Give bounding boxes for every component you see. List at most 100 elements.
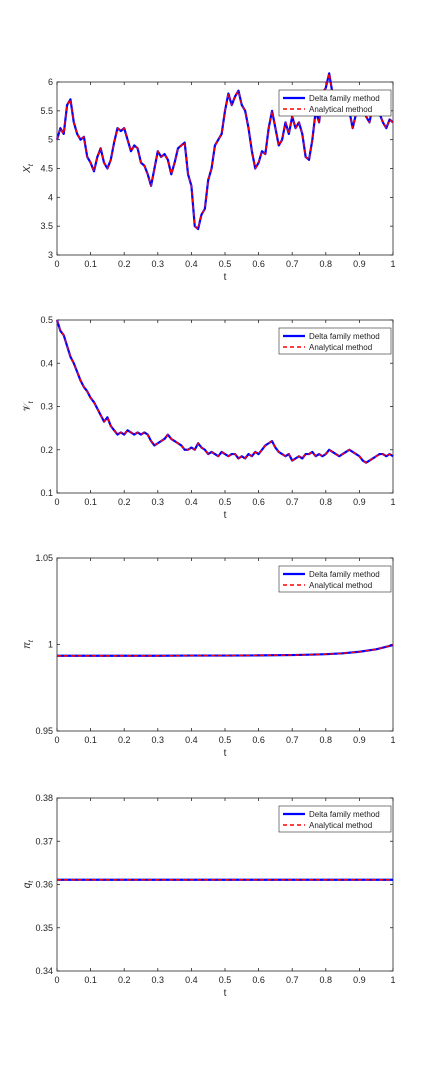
x-tick-label: 1 <box>390 975 395 985</box>
legend: Delta family method Analytical method <box>278 327 392 355</box>
x-axis-label: t <box>224 988 227 999</box>
x-tick-label: 0.9 <box>353 735 366 745</box>
legend-label: Delta family method <box>309 570 380 579</box>
x-tick-label: 0.3 <box>152 497 165 507</box>
x-tick-label: 0.7 <box>286 259 299 269</box>
x-tick-label: 0.2 <box>118 975 131 985</box>
y-axis-label-subscript: t <box>28 400 35 403</box>
y-tick-label: 1 <box>48 640 53 650</box>
chart-2: 0 0.1 0.2 0.3 0.4 0.5 0.6 0.7 0.8 0.9 10.10.20.30.… <box>22 315 396 521</box>
y-tick-label: 1.05 <box>35 553 53 563</box>
chart-1: 0 0.1 0.2 0.3 0.4 0.5 0.6 0.7 0.8 0.9 1 3 3.5 4 4.5 5 5.… <box>22 72 396 283</box>
x-tick-label: 0 <box>54 735 59 745</box>
x-axis-label: t <box>224 272 227 283</box>
legend-box <box>278 327 392 355</box>
legend-label: Analytical method <box>309 105 372 114</box>
x-tick-label: 0.4 <box>185 259 198 269</box>
x-tick-label: 0.7 <box>286 975 299 985</box>
x-tick-label: 0.9 <box>353 975 366 985</box>
y-axis-label-subscript: t <box>28 880 35 883</box>
y-axis-label-symbol: π <box>22 642 33 649</box>
x-tick-label: 0.7 <box>286 735 299 745</box>
y-axis-label-symbol: q <box>22 882 33 888</box>
x-tick-label: 0.8 <box>320 259 333 269</box>
legend-box <box>278 565 392 593</box>
x-tick-label: 0.8 <box>320 735 333 745</box>
legend: Delta family method Analytical method <box>278 89 392 117</box>
y-axis-label-symbol: 𝒱 <box>22 402 33 412</box>
y-tick-label: 5 <box>48 135 53 145</box>
x-tick-label: 0.6 <box>252 735 265 745</box>
y-tick-label: 0.35 <box>35 923 53 933</box>
y-axis-label-subscript: t <box>28 639 35 642</box>
x-tick-label: 0.5 <box>219 975 232 985</box>
x-tick-label: 0.6 <box>252 497 265 507</box>
legend-label: Analytical method <box>309 343 372 352</box>
x-tick-label: 0.4 <box>185 975 198 985</box>
x-tick-label: 0.9 <box>353 497 366 507</box>
y-axis-label: πt <box>22 639 35 649</box>
legend-box <box>278 805 392 833</box>
y-axis-label-subscript: t <box>28 163 35 166</box>
y-tick-label: 0.37 <box>35 836 53 846</box>
y-tick-label: 3.5 <box>40 221 53 231</box>
x-tick-label: 1 <box>390 259 395 269</box>
x-tick-label: 0 <box>54 975 59 985</box>
x-tick-label: 0.7 <box>286 497 299 507</box>
y-tick-label: 0.95 <box>35 726 53 736</box>
legend-box <box>278 89 392 117</box>
x-tick-label: 0.1 <box>84 259 97 269</box>
y-tick-label: 4 <box>48 192 53 202</box>
x-tick-label: 0.5 <box>219 259 232 269</box>
legend-label: Analytical method <box>309 821 372 830</box>
y-axis-label: qt <box>22 880 35 889</box>
x-tick-label: 0.1 <box>84 975 97 985</box>
x-tick-label: 0.8 <box>320 497 333 507</box>
legend: Delta family method Analytical method <box>278 805 392 833</box>
x-tick-label: 0.6 <box>252 975 265 985</box>
x-tick-label: 0 <box>54 497 59 507</box>
y-tick-label: 6 <box>48 77 53 87</box>
y-tick-label: 0.38 <box>35 793 53 803</box>
x-tick-label: 0.2 <box>118 497 131 507</box>
y-tick-label: 0.34 <box>35 966 53 976</box>
x-axis-label: t <box>224 510 227 521</box>
y-tick-label: 3 <box>48 250 53 260</box>
x-axis-label: t <box>224 748 227 759</box>
y-tick-label: 0.3 <box>40 402 53 412</box>
x-tick-label: 0.4 <box>185 735 198 745</box>
legend: Delta family method Analytical method <box>278 565 392 593</box>
y-tick-label: 0.5 <box>40 315 53 325</box>
x-tick-label: 0.3 <box>152 735 165 745</box>
x-tick-label: 0.2 <box>118 735 131 745</box>
x-tick-label: 0.6 <box>252 259 265 269</box>
series-line-analytical <box>56 319 394 464</box>
x-tick-label: 1 <box>390 735 395 745</box>
legend-label: Delta family method <box>309 332 380 341</box>
y-axis-label: Xt <box>22 163 35 174</box>
y-tick-label: 0.1 <box>40 488 53 498</box>
legend-label: Delta family method <box>309 94 380 103</box>
legend-label: Delta family method <box>309 810 380 819</box>
x-tick-label: 1 <box>390 497 395 507</box>
x-tick-label: 0.3 <box>152 975 165 985</box>
x-tick-label: 0.2 <box>118 259 131 269</box>
legend-label: Analytical method <box>309 581 372 590</box>
x-tick-label: 0.3 <box>152 259 165 269</box>
series-line-analytical <box>57 644 394 657</box>
x-tick-label: 0.1 <box>84 497 97 507</box>
x-tick-label: 0.9 <box>353 259 366 269</box>
x-tick-label: 0 <box>54 259 59 269</box>
x-tick-label: 0.5 <box>219 735 232 745</box>
x-tick-label: 0.4 <box>185 497 198 507</box>
y-tick-label: 0.36 <box>35 880 53 890</box>
x-tick-label: 0.1 <box>84 735 97 745</box>
chart-4: 0 0.1 0.2 0.3 0.4 0.5 0.6 0.7 0.8 0.9 1 0.34 0.35 0.3… <box>22 793 396 999</box>
x-tick-label: 0.5 <box>219 497 232 507</box>
chart-3: 0 0.1 0.2 0.3 0.4 0.5 0.6 0.7 0.8 0.9 10.9511.05tπ… <box>22 553 396 759</box>
y-tick-label: 5.5 <box>40 106 53 116</box>
y-tick-label: 0.2 <box>40 445 53 455</box>
x-tick-label: 0.8 <box>320 975 333 985</box>
y-tick-label: 0.4 <box>40 358 53 368</box>
